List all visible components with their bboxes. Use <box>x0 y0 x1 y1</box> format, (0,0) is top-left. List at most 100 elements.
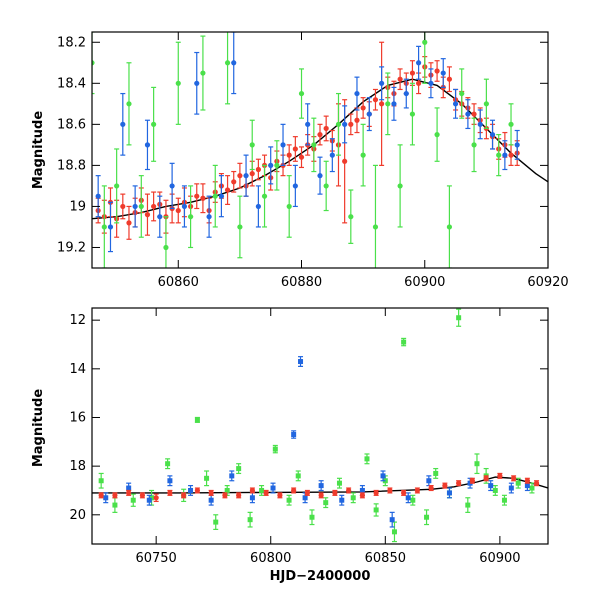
data-point <box>298 90 305 97</box>
data-point <box>373 490 379 496</box>
data-point <box>247 517 253 523</box>
data-point <box>442 483 448 489</box>
data-point <box>446 490 452 496</box>
data-point <box>132 203 138 210</box>
data-point <box>373 507 379 513</box>
data-point <box>101 224 107 230</box>
y-tick-label: 16 <box>69 410 86 425</box>
data-point <box>318 483 324 489</box>
data-point <box>130 497 136 503</box>
data-point <box>456 315 462 321</box>
data-point <box>497 473 503 479</box>
data-point <box>194 487 201 494</box>
top-axis-ticks: 60860 60880 60900 60920 18.2 18.4 18.6 18.8 19 19… <box>57 32 569 290</box>
data-point <box>323 125 329 132</box>
data-point <box>446 224 453 230</box>
data-point <box>194 417 200 423</box>
data-point <box>452 101 459 107</box>
data-point <box>224 60 231 66</box>
bottom-plot-area <box>92 308 548 543</box>
x-tick-label: 60920 <box>527 275 568 290</box>
series-2 <box>98 472 540 503</box>
data-point <box>533 480 540 486</box>
data-point <box>318 492 324 498</box>
data-point <box>206 214 212 220</box>
data-point <box>309 514 315 520</box>
data-point <box>348 214 354 220</box>
data-point <box>514 142 520 148</box>
data-point <box>302 495 308 501</box>
data-point <box>194 80 200 86</box>
data-point <box>524 478 530 484</box>
data-point <box>465 502 471 508</box>
data-point <box>175 80 181 86</box>
series-1 <box>95 32 520 253</box>
data-point <box>317 173 323 179</box>
data-point <box>391 101 397 107</box>
data-point <box>434 132 440 138</box>
data-point <box>332 490 338 496</box>
data-point <box>403 90 409 97</box>
data-point <box>270 485 276 491</box>
bottom-plot-frame <box>91 307 549 545</box>
data-point <box>200 70 206 76</box>
data-point <box>385 101 391 107</box>
data-point <box>346 487 352 494</box>
top-panel: 60860 60880 60900 60920 18.2 18.4 18.6 18.8 19 19… <box>31 31 569 290</box>
data-point <box>415 60 422 66</box>
data-point <box>508 485 514 491</box>
data-point <box>397 76 403 82</box>
data-point <box>323 500 329 506</box>
data-point <box>489 132 496 138</box>
data-point <box>471 142 477 148</box>
data-point <box>359 487 365 493</box>
data-point <box>204 475 210 481</box>
data-point <box>401 490 407 496</box>
data-point <box>380 473 386 479</box>
data-point <box>488 483 494 489</box>
data-point <box>103 495 109 501</box>
data-point <box>261 193 268 199</box>
data-point <box>200 195 206 201</box>
data-point <box>259 487 265 493</box>
data-point <box>112 502 118 508</box>
data-point <box>292 183 298 189</box>
data-point <box>153 495 159 501</box>
data-point <box>372 224 379 230</box>
data-point <box>249 142 255 148</box>
data-point <box>501 497 507 503</box>
data-point <box>483 101 489 107</box>
y-tick-label: 20 <box>69 508 86 523</box>
data-point <box>465 111 471 117</box>
data-point <box>364 456 370 462</box>
x-tick-label: 60800 <box>250 551 291 566</box>
data-point <box>422 39 428 45</box>
data-point <box>139 492 146 498</box>
y-tick-label: 18.4 <box>57 76 86 91</box>
data-point <box>249 171 255 177</box>
data-point <box>249 487 256 494</box>
data-point <box>397 183 403 189</box>
data-point <box>151 203 157 210</box>
data-point <box>194 193 200 199</box>
data-point <box>237 224 243 230</box>
top-y-axis-label: Magnitude <box>31 111 46 190</box>
data-point <box>426 478 432 484</box>
model-curve <box>92 78 548 220</box>
data-point <box>350 495 356 501</box>
data-point <box>120 121 126 127</box>
data-point <box>224 187 231 193</box>
y-tick-label: 19 <box>69 199 86 214</box>
data-point <box>291 487 297 494</box>
data-point <box>389 517 395 523</box>
x-tick-label: 60860 <box>158 275 199 290</box>
data-point <box>360 105 366 111</box>
data-point <box>263 490 269 496</box>
data-point <box>414 487 420 494</box>
top-plot-area <box>92 32 548 268</box>
data-point <box>428 80 434 86</box>
y-tick-label: 14 <box>69 362 86 377</box>
data-point <box>181 492 187 498</box>
bottom-panel: 60750 60800 60850 60900 12 14 16 18 20 Magnitude… <box>31 307 549 584</box>
data-point <box>274 162 280 168</box>
